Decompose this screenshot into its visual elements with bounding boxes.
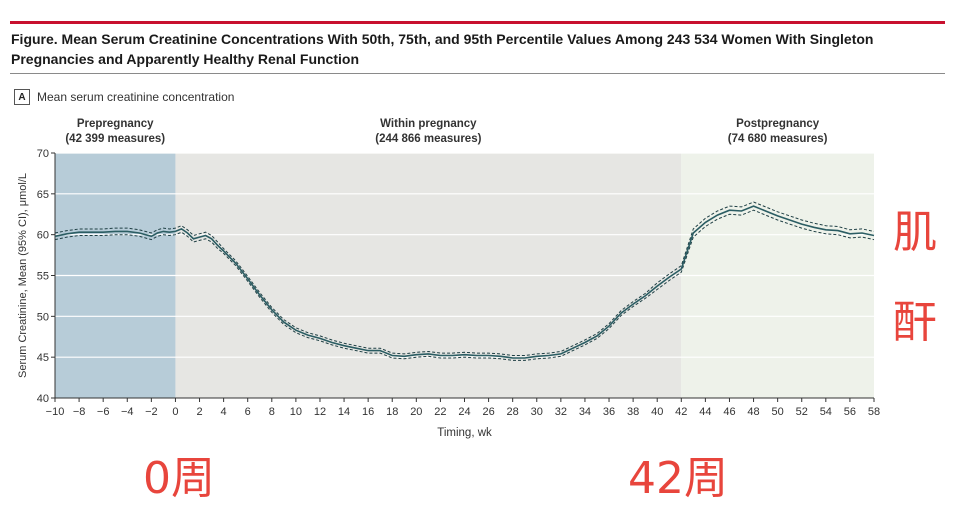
series-0-ci-lower bbox=[54, 209, 875, 361]
x-tick-label--10: −10 bbox=[46, 406, 65, 418]
phase-measures-1: (244 866 measures) bbox=[375, 133, 481, 145]
phase-measures-0: (42 399 measures) bbox=[65, 133, 165, 145]
x-tick-label-0: 0 bbox=[172, 406, 178, 418]
y-axis-label: Serum Creatinine, Mean (95% CI), μmol/L bbox=[17, 173, 29, 378]
x-tick-label-2: 2 bbox=[196, 406, 202, 418]
series-0-mean-line bbox=[54, 205, 875, 359]
figure-title: Figure. Mean Serum Creatinine Concentrat… bbox=[11, 31, 874, 67]
x-tick-label-20: 20 bbox=[410, 406, 422, 418]
x-tick-label-22: 22 bbox=[434, 406, 446, 418]
y-tick-label-55: 55 bbox=[37, 271, 49, 283]
phase-label-1: Within pregnancy bbox=[380, 118, 477, 130]
x-tick-label-18: 18 bbox=[386, 406, 398, 418]
x-tick-label--2: −2 bbox=[145, 406, 158, 418]
x-tick-label-12: 12 bbox=[314, 406, 326, 418]
x-tick-label-52: 52 bbox=[796, 406, 808, 418]
panel-title: Mean serum creatinine concentration bbox=[37, 90, 235, 104]
annotation-char-1: 肌 bbox=[893, 207, 937, 258]
x-tick-label--8: −8 bbox=[73, 406, 86, 418]
x-tick-label-36: 36 bbox=[603, 406, 615, 418]
x-tick-label-10: 10 bbox=[290, 406, 302, 418]
x-tick-label-8: 8 bbox=[269, 406, 275, 418]
x-tick-label--4: −4 bbox=[121, 406, 134, 418]
x-tick-label-50: 50 bbox=[772, 406, 784, 418]
x-tick-label-6: 6 bbox=[245, 406, 251, 418]
y-tick-label-60: 60 bbox=[37, 230, 49, 242]
x-tick-label-58: 58 bbox=[868, 406, 880, 418]
y-tick-label-70: 70 bbox=[37, 148, 49, 160]
x-tick-label--6: −6 bbox=[97, 406, 110, 418]
x-axis-label: Timing, wk bbox=[437, 427, 492, 439]
phase-measures-2: (74 680 measures) bbox=[728, 133, 828, 145]
x-tick-label-40: 40 bbox=[651, 406, 663, 418]
title-divider bbox=[10, 73, 945, 74]
x-tick-label-14: 14 bbox=[338, 406, 350, 418]
x-tick-label-54: 54 bbox=[820, 406, 832, 418]
x-tick-label-16: 16 bbox=[362, 406, 374, 418]
y-tick-label-40: 40 bbox=[37, 393, 49, 405]
x-tick-label-56: 56 bbox=[844, 406, 856, 418]
title-accent-rule bbox=[10, 21, 945, 24]
phase-label-0: Prepregnancy bbox=[77, 118, 154, 130]
y-tick-label-65: 65 bbox=[37, 189, 49, 201]
annotation-week-42: 42周 bbox=[628, 453, 728, 504]
x-tick-label-28: 28 bbox=[507, 406, 519, 418]
x-tick-label-26: 26 bbox=[482, 406, 494, 418]
phase-label-2: Postpregnancy bbox=[736, 118, 820, 130]
panel-letter: A bbox=[14, 89, 30, 105]
y-tick-label-50: 50 bbox=[37, 311, 49, 323]
x-tick-label-24: 24 bbox=[458, 406, 470, 418]
annotation-char-2: 酐 bbox=[893, 297, 937, 348]
series-0-ci-upper bbox=[54, 201, 875, 356]
x-tick-label-32: 32 bbox=[555, 406, 567, 418]
y-tick-label-45: 45 bbox=[37, 352, 49, 364]
x-tick-label-46: 46 bbox=[723, 406, 735, 418]
x-tick-label-34: 34 bbox=[579, 406, 591, 418]
panel-header: A Mean serum creatinine concentration bbox=[14, 89, 234, 105]
x-tick-label-30: 30 bbox=[531, 406, 543, 418]
x-tick-label-42: 42 bbox=[675, 406, 687, 418]
x-tick-label-48: 48 bbox=[747, 406, 759, 418]
x-tick-label-4: 4 bbox=[221, 406, 227, 418]
x-tick-label-44: 44 bbox=[699, 406, 711, 418]
x-tick-label-38: 38 bbox=[627, 406, 639, 418]
annotation-week-0: 0周 bbox=[143, 453, 215, 504]
